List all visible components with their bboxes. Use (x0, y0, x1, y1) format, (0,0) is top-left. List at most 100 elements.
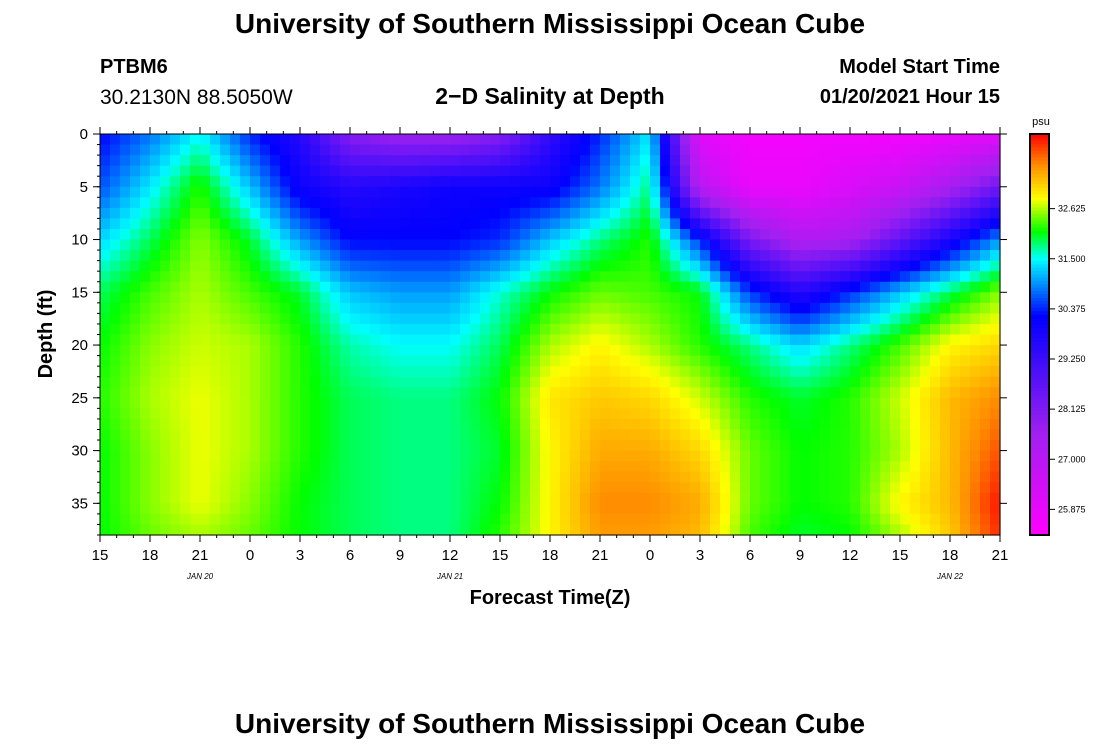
heatmap-cell (420, 397, 431, 409)
heatmap-cell (450, 207, 461, 220)
colorbar-cell (1030, 381, 1049, 386)
heatmap-cell (420, 513, 431, 526)
heatmap-cell (460, 239, 471, 251)
heatmap-cell (470, 450, 481, 462)
heatmap-cell (900, 313, 911, 325)
heatmap-cell (580, 503, 591, 515)
heatmap-cell (920, 144, 931, 156)
heatmap-cell (780, 503, 791, 515)
heatmap-cell (150, 387, 161, 399)
heatmap-cell (190, 292, 201, 304)
y-tick-label: 20 (71, 337, 88, 354)
heatmap-cell (220, 355, 231, 367)
heatmap-cell (790, 345, 801, 357)
heatmap-cell (120, 418, 131, 431)
heatmap-cell (790, 408, 801, 420)
heatmap-cell (300, 376, 311, 388)
heatmap-cell (480, 176, 491, 188)
heatmap-cell (510, 492, 521, 504)
heatmap-cell (230, 482, 241, 494)
heatmap-cell (780, 450, 791, 462)
heatmap-cell (390, 418, 401, 431)
heatmap-cell (920, 218, 931, 230)
heatmap-cell (630, 134, 641, 146)
heatmap-cell (480, 461, 491, 473)
heatmap-cell (700, 250, 711, 262)
heatmap-cell (940, 387, 951, 399)
heatmap-cell (560, 144, 571, 156)
heatmap-cell (350, 165, 361, 177)
heatmap-cell (270, 461, 281, 473)
heatmap-cell (790, 492, 801, 504)
heatmap-cell (690, 292, 701, 304)
heatmap-cell (920, 323, 931, 336)
heatmap-cell (590, 323, 601, 336)
heatmap-cell (290, 271, 301, 283)
heatmap-cell (760, 334, 771, 346)
heatmap-cell (860, 471, 871, 483)
heatmap-cell (260, 165, 271, 177)
x-tick-label: 6 (746, 547, 754, 564)
heatmap-cell (160, 144, 171, 156)
heatmap-cell (640, 513, 651, 526)
heatmap-cell (900, 397, 911, 409)
heatmap-cell (540, 387, 551, 399)
heatmap-cell (710, 165, 721, 177)
heatmap-cell (990, 450, 1001, 462)
heatmap-cell (500, 482, 511, 494)
heatmap-cell (480, 197, 491, 209)
heatmap-cell (750, 250, 761, 262)
heatmap-cell (560, 323, 571, 336)
heatmap-cell (760, 144, 771, 156)
heatmap-cell (840, 492, 851, 504)
heatmap-cell (750, 271, 761, 283)
heatmap-cell (290, 461, 301, 473)
heatmap-cell (150, 323, 161, 336)
heatmap-cell (950, 513, 961, 526)
heatmap-cell (150, 397, 161, 409)
heatmap-cell (980, 408, 991, 420)
heatmap-cell (400, 260, 411, 272)
heatmap-cell (580, 492, 591, 504)
heatmap-cell (120, 323, 131, 336)
heatmap-cell (100, 387, 111, 399)
heatmap-cell (110, 397, 121, 409)
heatmap-cell (820, 355, 831, 367)
heatmap-cell (640, 482, 651, 494)
heatmap-cell (260, 134, 271, 146)
heatmap-cell (330, 228, 341, 241)
heatmap-cell (670, 197, 681, 209)
heatmap-cell (760, 440, 771, 452)
heatmap-cell (200, 334, 211, 346)
heatmap-cell (350, 418, 361, 431)
heatmap-cell (180, 450, 191, 462)
heatmap-cell (250, 281, 261, 293)
heatmap-cell (650, 482, 661, 494)
heatmap-cell (280, 313, 291, 325)
heatmap-cell (190, 207, 201, 220)
heatmap-cell (620, 313, 631, 325)
heatmap-cell (700, 492, 711, 504)
heatmap-cell (430, 376, 441, 388)
heatmap-cell (300, 186, 311, 198)
heatmap-cell (490, 408, 501, 420)
heatmap-cell (290, 260, 301, 272)
heatmap-cell (740, 239, 751, 251)
heatmap-cell (550, 492, 561, 504)
heatmap-cell (970, 281, 981, 293)
heatmap-cell (920, 345, 931, 357)
heatmap-cell (120, 334, 131, 346)
heatmap-cell (590, 155, 601, 167)
heatmap-cell (620, 144, 631, 156)
heatmap-cell (640, 503, 651, 515)
heatmap-cell (700, 228, 711, 241)
heatmap-cell (370, 281, 381, 293)
heatmap-cell (480, 440, 491, 452)
heatmap-cell (490, 355, 501, 367)
heatmap-cell (590, 387, 601, 399)
heatmap-cell (690, 345, 701, 357)
heatmap-cell (570, 197, 581, 209)
colorbar-tick-label: 28.125 (1058, 404, 1086, 414)
heatmap-cell (310, 186, 321, 198)
heatmap-cell (880, 218, 891, 230)
